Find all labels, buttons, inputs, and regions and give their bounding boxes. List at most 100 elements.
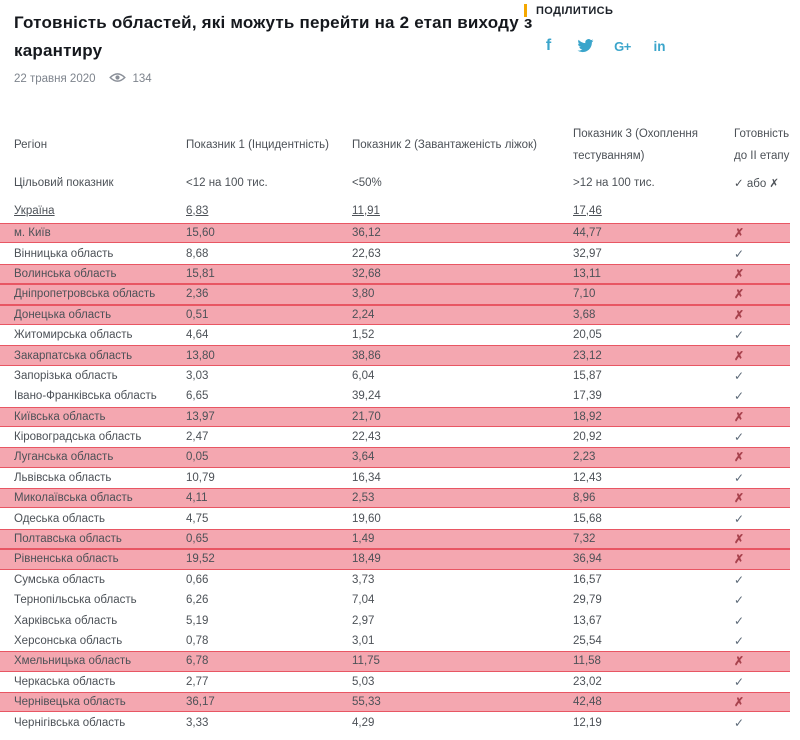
region-cell: Миколаївська область: [14, 492, 133, 505]
region-cell: Тернопільська область: [14, 594, 137, 607]
p3-cell: 3,68: [573, 308, 596, 321]
region-cell: Херсонська область: [14, 635, 123, 647]
p3-cell: 25,54: [573, 635, 602, 647]
p2-cell: 38,86: [352, 349, 381, 362]
region-cell: Харківська область: [14, 614, 118, 627]
region-cell: Донецька область: [14, 308, 112, 321]
p3-cell: 23,12: [573, 349, 602, 362]
col-header-region: Регіон: [14, 139, 48, 151]
table-row: Кіровоградська область 2,47 22,43 20,92 …: [0, 427, 790, 447]
p3-cell: 2,23: [573, 451, 596, 464]
col-header-indicator3: Показник 3 (Охоплення тестуванням): [573, 128, 699, 162]
readiness-cell: ✓: [734, 715, 745, 730]
table-row: м. Київ 15,60 36,12 44,77 ✗: [0, 223, 790, 244]
table-row: Хмельницька область 6,78 11,75 11,58 ✗: [0, 651, 790, 672]
p1-cell: 10,79: [186, 471, 215, 484]
table-row: Вінницька область 8,68 22,63 32,97 ✓: [0, 243, 790, 263]
table-row: Сумська область 0,66 3,73 16,57 ✓: [0, 570, 790, 590]
p3-cell: 23,02: [573, 675, 602, 688]
table-row: Запорізька область 3,03 6,04 15,87 ✓: [0, 366, 790, 386]
p1-cell: 0,51: [186, 308, 209, 321]
table-row: Херсонська область 0,78 3,01 25,54 ✓: [0, 631, 790, 651]
region-cell: Одеська область: [14, 512, 105, 525]
table-row: Тернопільська область 6,26 7,04 29,79 ✓: [0, 590, 790, 610]
google-plus-icon[interactable]: G+: [614, 38, 631, 54]
p3-cell: 32,97: [573, 247, 602, 260]
readiness-cell: ✓: [734, 368, 745, 383]
table-row: Харківська область 5,19 2,97 13,67 ✓: [0, 610, 790, 630]
readiness-cell: ✗: [734, 409, 745, 424]
table-row: Чернігівська область 3,33 4,29 12,19 ✓: [0, 712, 790, 732]
region-cell: Луганська область: [14, 451, 114, 464]
p2-cell: 1,49: [352, 533, 375, 546]
readiness-cell: ✗: [734, 695, 745, 710]
region-cell: Хмельницька область: [14, 655, 132, 668]
readiness-cell: ✗: [734, 348, 745, 363]
p2-cell: 18,49: [352, 553, 381, 566]
region-cell: Сумська область: [14, 573, 106, 586]
ukraine-label[interactable]: Україна: [14, 204, 55, 217]
table-row: Донецька область 0,51 2,24 3,68 ✗: [0, 304, 790, 325]
p2-cell: 6,04: [352, 369, 375, 382]
p3-cell: 17,39: [573, 390, 602, 403]
readiness-cell: ✗: [734, 287, 745, 302]
p3-cell: 20,92: [573, 431, 602, 444]
table-row: Миколаївська область 4,11 2,53 8,96 ✗: [0, 488, 790, 509]
p2-cell: 2,53: [352, 492, 375, 505]
col-header-indicator1: Показник 1 (Інцидентність): [186, 139, 329, 151]
publish-date: 22 травня 2020: [14, 73, 96, 85]
p3-cell: 44,77: [573, 227, 602, 240]
p3-cell: 15,68: [573, 512, 602, 525]
readiness-cell: ✗: [734, 307, 745, 322]
p2-cell: 55,33: [352, 696, 381, 709]
p1-cell: 0,05: [186, 451, 209, 464]
p2-cell: 16,34: [352, 471, 381, 484]
region-cell: м. Київ: [14, 227, 51, 240]
linkedin-icon[interactable]: in: [653, 38, 666, 54]
p3-cell: 8,96: [573, 492, 596, 505]
p2-cell: 2,24: [352, 308, 375, 321]
p1-cell: 36,17: [186, 696, 215, 709]
p2-cell: 36,12: [352, 227, 381, 240]
region-cell: Чернігівська область: [14, 716, 126, 729]
p1-cell: 6,26: [186, 594, 209, 607]
ukraine-p1: 6,83: [186, 204, 209, 217]
table-row: Одеська область 4,75 19,60 15,68 ✓: [0, 508, 790, 528]
p1-cell: 4,75: [186, 512, 209, 525]
region-cell: Вінницька область: [14, 247, 114, 260]
p1-cell: 2,77: [186, 675, 209, 688]
readiness-cell: ✗: [734, 532, 745, 547]
p2-cell: 5,03: [352, 675, 375, 688]
readiness-cell: ✗: [734, 226, 745, 241]
readiness-cell: ✓: [734, 328, 745, 343]
readiness-cell: ✗: [734, 552, 745, 567]
readiness-cell: ✗: [734, 266, 745, 281]
p3-cell: 20,05: [573, 329, 602, 342]
twitter-icon[interactable]: [575, 37, 596, 55]
share-block: ПОДІЛИТИСЬ f G+ in: [524, 4, 670, 55]
table-row: Дніпропетровська область 2,36 3,80 7,10 …: [0, 284, 790, 305]
region-cell: Дніпропетровська область: [14, 288, 156, 301]
p3-cell: 15,87: [573, 369, 602, 382]
readiness-cell: ✗: [734, 654, 745, 669]
region-cell: Кіровоградська область: [14, 431, 142, 444]
p2-cell: 3,64: [352, 451, 375, 464]
page-title: Готовність областей, які можуть перейти …: [14, 13, 533, 60]
p1-cell: 0,65: [186, 533, 209, 546]
eye-icon: [108, 72, 126, 86]
table-row: Закарпатська область 13,80 38,86 23,12 ✗: [0, 345, 790, 366]
table-row: Чернівецька область 36,17 55,33 42,48 ✗: [0, 691, 790, 713]
table-body: м. Київ 15,60 36,12 44,77 ✗ Вінницька об…: [0, 223, 800, 733]
readiness-cell: ✓: [734, 634, 745, 648]
facebook-icon[interactable]: f: [545, 37, 552, 54]
target-p3: >12 на 100 тис.: [573, 177, 655, 189]
p2-cell: 11,75: [352, 655, 380, 668]
ukraine-p3: 17,46: [573, 204, 602, 217]
target-readiness: ✓ або ✗: [734, 178, 780, 190]
col-header-readiness: Готовність до II етапу: [734, 128, 790, 162]
region-cell: Черкаська область: [14, 675, 116, 688]
p1-cell: 3,33: [186, 716, 209, 729]
table-row: Волинська область 15,81 32,68 13,11 ✗: [0, 263, 790, 285]
p1-cell: 2,47: [186, 431, 209, 444]
readiness-cell: ✓: [734, 389, 745, 404]
